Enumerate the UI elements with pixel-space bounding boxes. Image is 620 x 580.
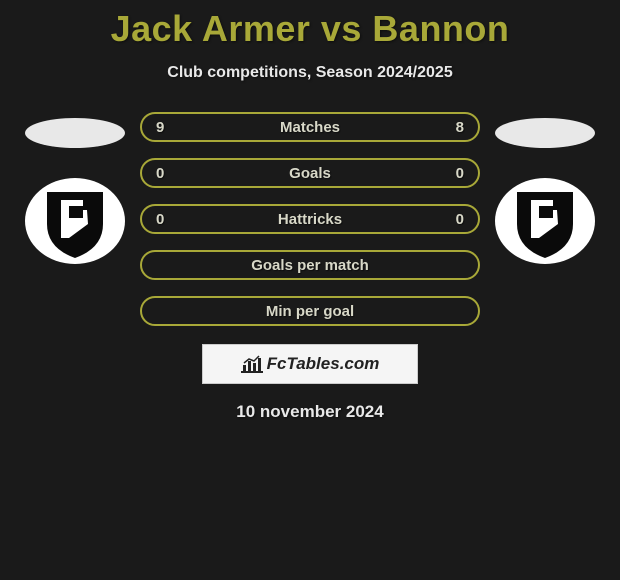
stat-right-value: 0 [456,211,464,228]
stat-label: Hattricks [278,211,342,228]
stat-label: Min per goal [266,303,354,320]
stat-row-goals-per-match: Goals per match [140,250,480,280]
subtitle: Club competitions, Season 2024/2025 [0,64,620,82]
stat-label: Goals per match [251,257,369,274]
stat-left-value: 0 [156,165,164,182]
watermark: FcTables.com [202,344,418,384]
stats-column: 9 Matches 8 0 Goals 0 0 Hattricks 0 Goal… [140,112,480,326]
stat-row-matches: 9 Matches 8 [140,112,480,142]
stat-left-value: 9 [156,119,164,136]
stat-left-value: 0 [156,211,164,228]
watermark-text: FcTables.com [267,354,380,374]
right-club-logo [495,178,595,264]
stat-right-value: 0 [456,165,464,182]
stat-row-goals: 0 Goals 0 [140,158,480,188]
date-text: 10 november 2024 [0,402,620,422]
stat-label: Matches [280,119,340,136]
stat-right-value: 8 [456,119,464,136]
stat-row-hattricks: 0 Hattricks 0 [140,204,480,234]
left-player-col [20,112,130,264]
right-flag [495,118,595,148]
content-row: 9 Matches 8 0 Goals 0 0 Hattricks 0 Goal… [0,112,620,326]
left-club-logo [25,178,125,264]
left-flag [25,118,125,148]
page-title: Jack Armer vs Bannon [0,0,620,50]
stat-row-min-per-goal: Min per goal [140,296,480,326]
stat-label: Goals [289,165,331,182]
right-player-col [490,112,600,264]
chart-icon [241,355,263,373]
